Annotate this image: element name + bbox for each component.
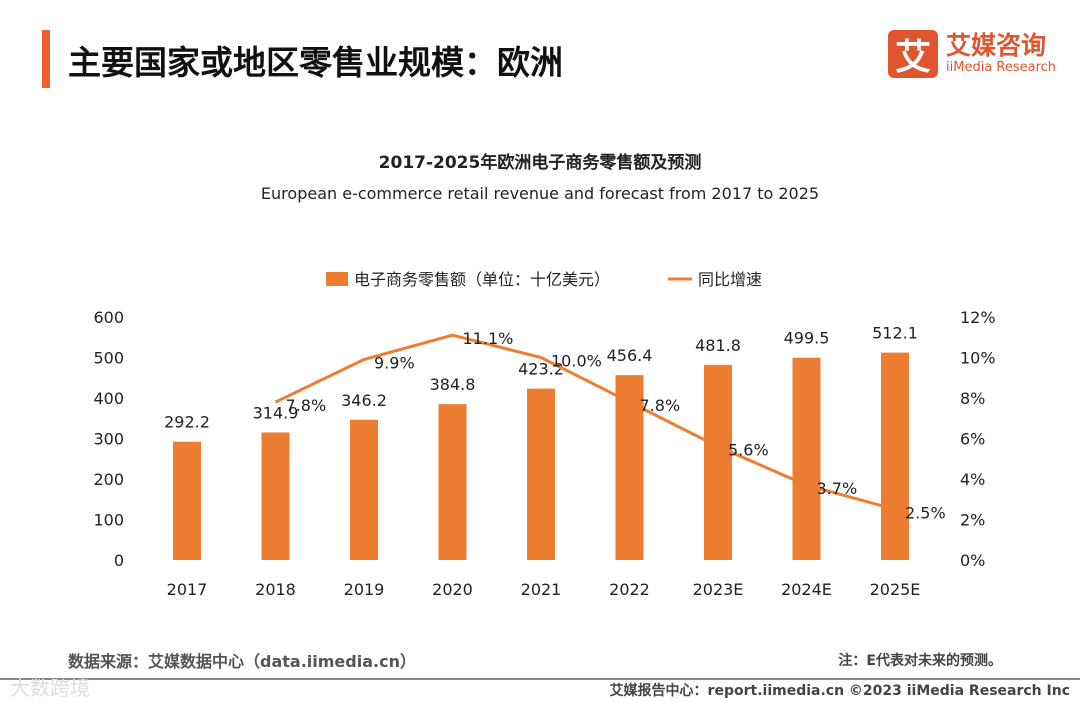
bar-value-label: 481.8 xyxy=(695,336,741,355)
bar xyxy=(527,388,555,560)
right-tick-label: 8% xyxy=(960,389,985,408)
right-tick-label: 2% xyxy=(960,511,985,530)
chart-title: 2017-2025年欧洲电子商务零售额及预测 xyxy=(378,153,702,173)
x-tick-label: 2025E xyxy=(870,580,921,599)
legend-bar-swatch xyxy=(326,272,348,286)
page-title: 主要国家或地区零售业规模：欧洲 xyxy=(68,43,563,82)
logo-mark: 艾 xyxy=(888,30,938,78)
legend-line-label: 同比增速 xyxy=(698,270,762,289)
footer-divider xyxy=(0,678,1080,680)
bar-value-label: 512.1 xyxy=(872,324,918,343)
bar xyxy=(704,364,732,560)
line-value-label: 7.8% xyxy=(286,396,327,415)
x-tick-label: 2024E xyxy=(781,580,832,599)
bar xyxy=(792,357,821,560)
x-tick-label: 2019 xyxy=(344,580,385,599)
left-tick-label: 400 xyxy=(93,389,124,408)
right-tick-label: 0% xyxy=(960,551,985,570)
right-tick-label: 4% xyxy=(960,470,985,489)
bar-value-label: 292.2 xyxy=(164,413,210,432)
line-value-label: 10.0% xyxy=(551,352,602,371)
line-value-label: 7.8% xyxy=(640,396,681,415)
bar-value-label: 346.2 xyxy=(341,391,387,410)
line-value-label: 3.7% xyxy=(817,479,858,498)
left-tick-label: 300 xyxy=(93,430,124,449)
line-value-label: 2.5% xyxy=(905,503,946,522)
left-tick-label: 600 xyxy=(93,308,124,327)
line-value-label: 5.6% xyxy=(728,441,769,460)
logo-cn: 艾媒咨询 xyxy=(946,31,1047,60)
left-tick-label: 500 xyxy=(93,349,124,368)
right-tick-label: 6% xyxy=(960,430,985,449)
copyright: 艾媒报告中心：report.iimedia.cn ©2023 iiMedia R… xyxy=(609,683,1070,699)
title-accent-bar xyxy=(42,30,50,88)
left-tick-label: 0 xyxy=(114,551,124,570)
watermark: 大数跨境 xyxy=(10,676,90,700)
data-source: 数据来源：艾媒数据中心（data.iimedia.cn） xyxy=(68,652,416,671)
logo: 艾 艾媒咨询 iiMedia Research xyxy=(888,30,1056,78)
bar-value-label: 384.8 xyxy=(430,375,476,394)
growth-line xyxy=(274,333,896,511)
legend-bar-label: 电子商务零售额（单位：十亿美元） xyxy=(354,270,610,289)
bar xyxy=(881,352,909,560)
bar-value-label: 456.4 xyxy=(607,346,653,365)
left-tick-label: 200 xyxy=(93,470,124,489)
x-tick-label: 2022 xyxy=(609,580,650,599)
x-tick-label: 2020 xyxy=(432,580,473,599)
line-value-label: 9.9% xyxy=(374,354,415,373)
chart-subtitle: European e-commerce retail revenue and f… xyxy=(260,184,820,203)
bar-value-label: 499.5 xyxy=(784,329,830,348)
x-tick-label: 2017 xyxy=(167,580,208,599)
bar-value-label: 314.9 xyxy=(253,403,299,422)
logo-en: iiMedia Research xyxy=(946,60,1057,75)
right-tick-label: 12% xyxy=(960,308,996,327)
line-value-label: 11.1% xyxy=(463,329,514,348)
bar xyxy=(173,441,201,560)
bar xyxy=(350,419,378,560)
right-tick-label: 10% xyxy=(960,349,996,368)
footnote: 注：E代表对未来的预测。 xyxy=(838,653,1002,669)
x-tick-label: 2021 xyxy=(521,580,562,599)
left-tick-label: 100 xyxy=(93,511,124,530)
x-tick-label: 2023E xyxy=(693,580,744,599)
x-tick-label: 2018 xyxy=(255,580,296,599)
bar xyxy=(261,432,290,560)
bar xyxy=(438,404,467,560)
